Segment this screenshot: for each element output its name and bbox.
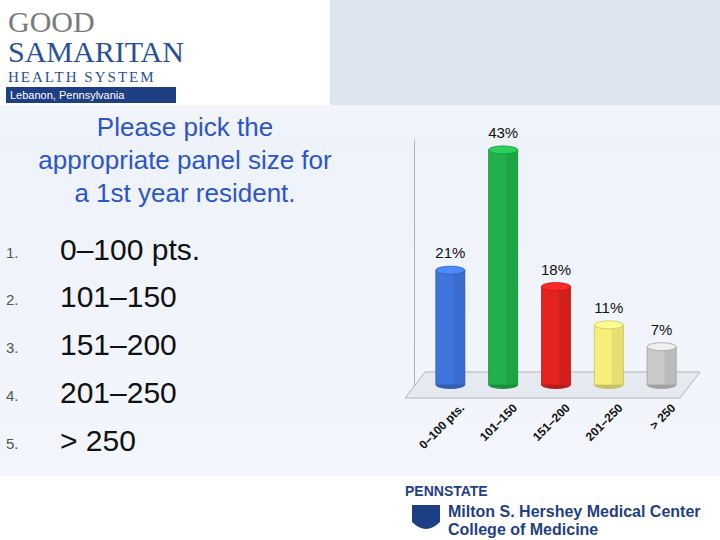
data-label: 11% <box>594 299 623 316</box>
x-tick-label: 201–250 <box>583 401 626 444</box>
chart-title: Please pick theappropriate panel size fo… <box>38 112 332 208</box>
option-list: 1. 0–100 pts. 2. 101–150 3. 151–200 4. 201–250 5… <box>6 233 200 457</box>
y-axis-line <box>414 140 415 386</box>
logo-text: College of Medicine <box>448 521 598 538</box>
list-item: > 250 <box>60 424 136 457</box>
logo-text: Milton S. Hershey Medical Center <box>448 503 701 520</box>
bar-shade <box>559 287 571 385</box>
bar <box>489 150 518 385</box>
data-label: 43% <box>488 124 518 141</box>
logo-text: PENNSTATE <box>405 483 488 499</box>
x-tick: > 250 <box>647 398 679 432</box>
logo-text: GOOD <box>8 5 95 38</box>
background <box>0 0 720 540</box>
list-number: 1. <box>6 244 19 261</box>
logo-band <box>6 87 176 103</box>
bar-top <box>489 146 518 154</box>
x-axis-line <box>421 398 693 399</box>
footer-bg <box>0 476 720 540</box>
slide: GOODSAMARITANHEALTH SYSTEM Lebanon, Penns… <box>0 0 720 540</box>
bar-group <box>489 146 518 389</box>
bar-shade <box>612 325 624 385</box>
data-label: 7% <box>651 321 673 338</box>
data-label: 18% <box>541 261 571 278</box>
logo-text: HEALTH SYSTEM <box>8 69 156 85</box>
bar-top <box>436 266 465 274</box>
x-tick-label: > 250 <box>647 401 679 433</box>
logo-top: GOODSAMARITANHEALTH SYSTEM Lebanon, Penns… <box>0 0 720 105</box>
data-label: 21% <box>435 244 465 261</box>
list-item: 0–100 pts. <box>60 233 200 266</box>
bar <box>436 270 465 385</box>
bar-top <box>594 321 623 329</box>
bar-top <box>647 343 676 351</box>
list-item: 201–250 <box>60 376 177 409</box>
x-axis: 0–100 pts.101–150151–200201–250 > 250 <box>416 398 692 452</box>
list-item: 101–150 <box>60 280 177 313</box>
bar-group <box>647 343 676 389</box>
bar-shade <box>506 150 518 385</box>
x-tick: 101–150 <box>477 398 520 444</box>
bar-shade <box>665 347 677 385</box>
x-tick-label: 151–200 <box>530 401 573 444</box>
bar-group <box>541 283 570 389</box>
shield <box>412 505 440 529</box>
x-tick: 201–250 <box>583 398 626 444</box>
y-axis <box>414 140 415 386</box>
bar-top <box>541 283 570 291</box>
header-photo <box>330 0 720 105</box>
logo-text: SAMARITAN <box>8 35 184 68</box>
logo-text: Lebanon, Pennsylvania <box>10 89 125 101</box>
list-number: 3. <box>6 339 19 356</box>
x-tick-label: 101–150 <box>477 401 520 444</box>
list-item: 151–200 <box>60 328 177 361</box>
x-tick-label: 0–100 pts. <box>416 401 467 452</box>
bar <box>594 325 623 385</box>
list-number: 2. <box>6 291 19 308</box>
bar-group <box>594 321 623 389</box>
logo-bg <box>0 0 330 105</box>
list-number: 4. <box>6 387 19 404</box>
bar-group <box>436 266 465 389</box>
bar <box>647 347 676 385</box>
bar-shade <box>453 270 465 385</box>
x-tick: 151–200 <box>530 398 573 444</box>
data-labels: 21% 43% 18% 11% 7% <box>435 124 672 338</box>
bars <box>436 146 676 389</box>
x-tick: 0–100 pts. <box>416 398 467 452</box>
logo-bottom: PENNSTATE Milton S. Hershey Medical Cente… <box>0 476 720 540</box>
bar <box>541 287 570 385</box>
list-number: 5. <box>6 435 19 452</box>
